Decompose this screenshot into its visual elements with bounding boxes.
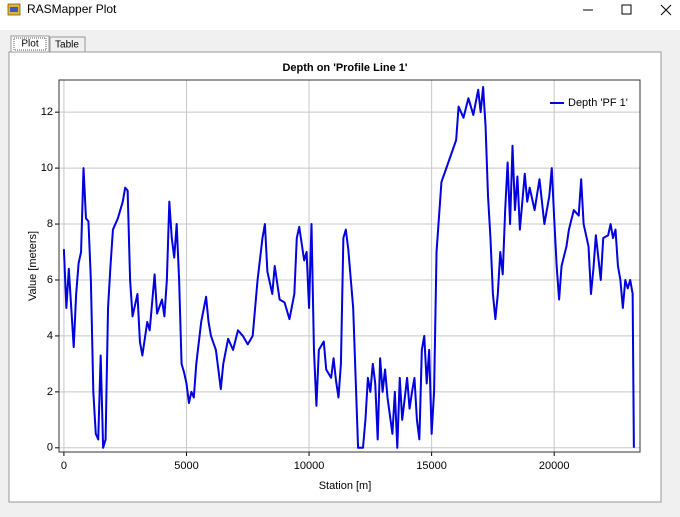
data-line: [62, 85, 635, 449]
tab-focus: [13, 37, 47, 51]
x-tick-label: 15000: [416, 460, 447, 472]
y-tick-label: 10: [41, 162, 53, 174]
y-tick-label: 12: [41, 106, 53, 118]
tab-label: Plot: [21, 39, 38, 50]
chart-panel: [8, 51, 662, 503]
y-tick-label: 8: [47, 218, 53, 230]
window-title: RASMapper Plot: [27, 2, 117, 16]
x-axis-label: Station [m]: [319, 480, 372, 492]
x-tick-label: 5000: [174, 460, 198, 472]
legend-label: Depth 'PF 1': [568, 97, 628, 109]
x-tick-label: 0: [61, 460, 67, 472]
chart-title: Depth on 'Profile Line 1': [282, 62, 407, 74]
maximize-button[interactable]: [621, 4, 632, 15]
y-tick-label: 4: [47, 330, 53, 342]
plot-frame: [58, 79, 641, 453]
close-button[interactable]: [660, 4, 672, 16]
x-tick-label: 10000: [294, 460, 325, 472]
y-axis-label: Value [meters]: [27, 231, 39, 301]
y-tick-label: 0: [47, 442, 53, 454]
y-tick-label: 6: [47, 274, 53, 286]
x-tick-label: 20000: [539, 460, 570, 472]
tab-label: Table: [55, 40, 79, 51]
title-bar: [0, 0, 680, 30]
app-icon: [7, 3, 21, 16]
y-tick-label: 2: [47, 386, 53, 398]
